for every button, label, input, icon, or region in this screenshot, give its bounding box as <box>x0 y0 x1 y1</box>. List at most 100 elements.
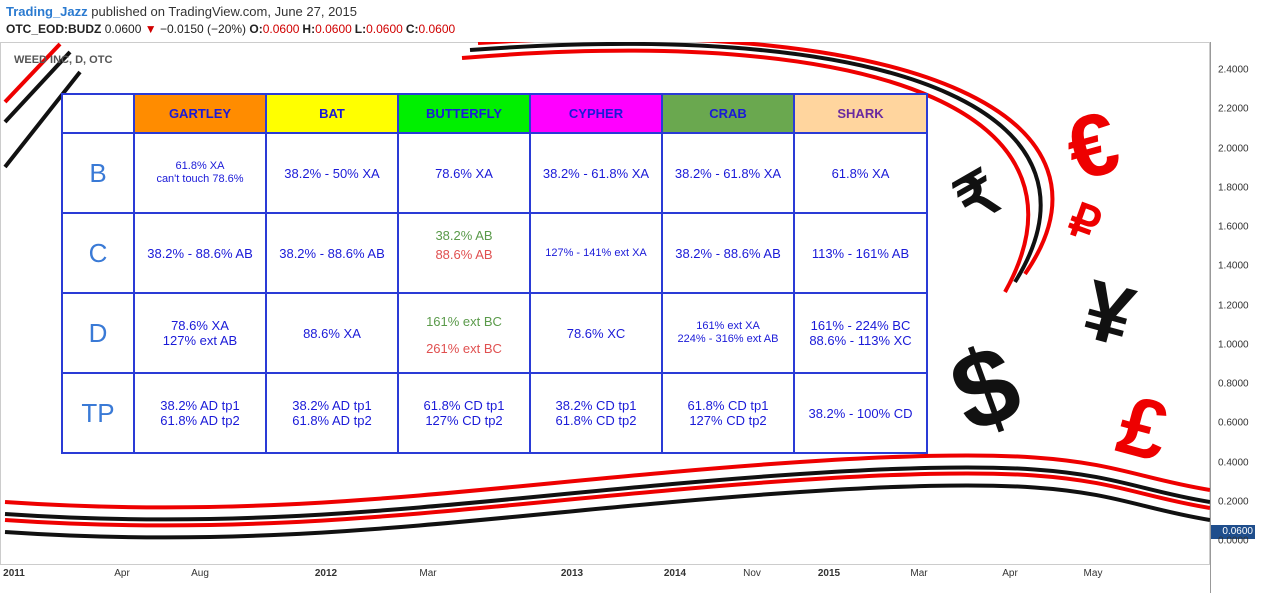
chart-label: WEED INC, D, OTC <box>14 54 113 66</box>
cell-line: 78.6% XA <box>435 165 493 181</box>
y-tick-label: 1.8000 <box>1218 182 1249 194</box>
cell-line: 61.8% CD tp1 <box>687 398 769 413</box>
x-tick-label: May <box>1083 568 1103 579</box>
x-tick-label: Apr <box>1002 568 1018 579</box>
decorations <box>3 42 1210 540</box>
publish-line: Trading_Jazz published on TradingView.co… <box>6 4 357 19</box>
cell: 78.6% XC <box>529 292 663 374</box>
cell: 61.8% XA can't touch 78.6% <box>133 132 267 214</box>
y-tick-label: 1.2000 <box>1218 300 1249 311</box>
cell-line: 61.8% CD tp2 <box>555 413 637 428</box>
y-tick-label: 0.6000 <box>1218 417 1249 429</box>
column-title: BUTTERFLY <box>425 106 503 121</box>
quote-line: OTC_EOD:BUDZ 0.0600 ▼ −0.0150 (−20%) O: 0… <box>6 22 458 36</box>
cell-line: 38.2% - 50% XA <box>284 165 380 181</box>
column-header: CYPHER <box>529 93 663 134</box>
cell-line: 127% CD tp2 <box>425 413 503 428</box>
row-label: C <box>88 237 108 268</box>
cell-line: 38.2% - 88.6% AB <box>279 245 385 261</box>
cell-line: 38.2% AD tp1 <box>292 398 372 413</box>
y-tick-label: 2.0000 <box>1218 143 1249 154</box>
cell: 38.2% AD tp1 61.8% AD tp2 <box>133 372 267 454</box>
published: published on TradingView.com, June 27, 2… <box>91 4 357 19</box>
row-header: C <box>61 212 135 294</box>
y-tick-label: 0.0000 <box>1218 535 1249 547</box>
ohlc-value: 0.0600 <box>315 22 352 36</box>
cell-line: 161% ext XA <box>696 320 760 332</box>
column-title: GARTLEY <box>168 106 232 121</box>
cell-line: 38.2% - 88.6% AB <box>675 245 781 261</box>
ohlc-value: 0.0600 <box>418 22 456 36</box>
cell-line: can't touch 78.6% <box>156 173 244 185</box>
cell-line: 88.6% AB <box>435 247 493 262</box>
cell-line: 38.2% - 61.8% XA <box>542 165 650 181</box>
ohlc-label: C: <box>405 22 419 36</box>
x-tick-label: 2015 <box>817 568 841 579</box>
down-arrow: ▼ <box>144 22 157 36</box>
ohlc: O:0.0600 H:0.0600 L:0.0600 C:0.0600 <box>249 22 458 36</box>
bottom-wave <box>4 453 1210 540</box>
cell: 161% ext BC 261% ext BC <box>397 292 531 374</box>
row-label: D <box>88 317 108 348</box>
cell: 78.6% XA <box>397 132 531 214</box>
cell-line: 78.6% XA <box>171 318 229 333</box>
column-title: SHARK <box>837 106 884 121</box>
last-price: 0.0600 <box>1211 525 1255 539</box>
cell-line: 127% ext AB <box>162 333 238 348</box>
ohlc-label: L: <box>354 22 367 36</box>
row-label: B <box>89 157 107 188</box>
cell-line: 261% ext BC <box>426 341 502 356</box>
cell-line: 88.6% XA <box>303 325 361 341</box>
column-header: SHARK <box>793 93 928 134</box>
x-tick-label: 2013 <box>560 568 584 579</box>
row-header: D <box>61 292 135 374</box>
cell: 61.8% CD tp1 127% CD tp2 <box>661 372 795 454</box>
cell: 113% - 161% AB <box>793 212 928 294</box>
y-tick-label: 0.8000 <box>1218 378 1249 390</box>
column-title: CYPHER <box>568 106 624 121</box>
row-header: B <box>61 132 135 214</box>
cell: 38.2% CD tp1 61.8% CD tp2 <box>529 372 663 454</box>
cell: 38.2% - 61.8% XA <box>529 132 663 214</box>
change: −0.0150 (−20%) <box>159 22 247 36</box>
cell: 38.2% - 88.6% AB <box>661 212 795 294</box>
corner-cell <box>61 93 135 134</box>
x-tick-label: 2014 <box>663 568 687 579</box>
cell-line: 127% CD tp2 <box>689 413 767 428</box>
cell: 88.6% XA <box>265 292 399 374</box>
cell-line: 38.2% AB <box>435 228 493 243</box>
cell-line: 61.8% CD tp1 <box>423 398 505 413</box>
cell: 78.6% XA 127% ext AB <box>133 292 267 374</box>
cell-line: 161% - 224% BC <box>810 318 911 333</box>
symbol: OTC_EOD:BUDZ <box>6 22 102 36</box>
cell-line: 38.2% - 61.8% XA <box>674 165 782 181</box>
x-tick-label: Mar <box>910 568 928 579</box>
row-header: TP <box>61 372 135 454</box>
column-header: BUTTERFLY <box>397 93 531 134</box>
cell: 38.2% - 88.6% AB <box>265 212 399 294</box>
ohlc-label: O: <box>249 22 263 36</box>
author[interactable]: Trading_Jazz <box>6 4 88 19</box>
y-tick-label: 1.0000 <box>1218 339 1249 351</box>
cell-line: 224% - 316% ext AB <box>677 333 779 345</box>
cell: 38.2% - 100% CD <box>793 372 928 454</box>
cell-line: 78.6% XC <box>566 325 626 341</box>
x-tick-label: 2012 <box>314 568 338 579</box>
column-header: GARTLEY <box>133 93 267 134</box>
cell-line: 38.2% CD tp1 <box>555 398 637 413</box>
y-tick-label: 1.4000 <box>1218 260 1249 272</box>
cell-line: 38.2% - 100% CD <box>808 405 913 421</box>
cell: 161% ext XA 224% - 316% ext AB <box>661 292 795 374</box>
x-tick-label: Nov <box>743 568 761 579</box>
cell-line: 161% ext BC <box>426 314 502 329</box>
cell: 61.8% XA <box>793 132 928 214</box>
cell-line: 38.2% AD tp1 <box>160 398 240 413</box>
y-tick-label: 1.6000 <box>1218 221 1249 233</box>
cell: 38.2% AB 88.6% AB <box>397 212 531 294</box>
cell-line: 61.8% XA <box>831 165 890 181</box>
y-tick-label: 2.2000 <box>1218 103 1249 115</box>
y-tick-label: 0.4000 <box>1218 457 1249 468</box>
price: 0.0600 <box>104 22 142 36</box>
ohlc-label: H: <box>302 22 316 36</box>
